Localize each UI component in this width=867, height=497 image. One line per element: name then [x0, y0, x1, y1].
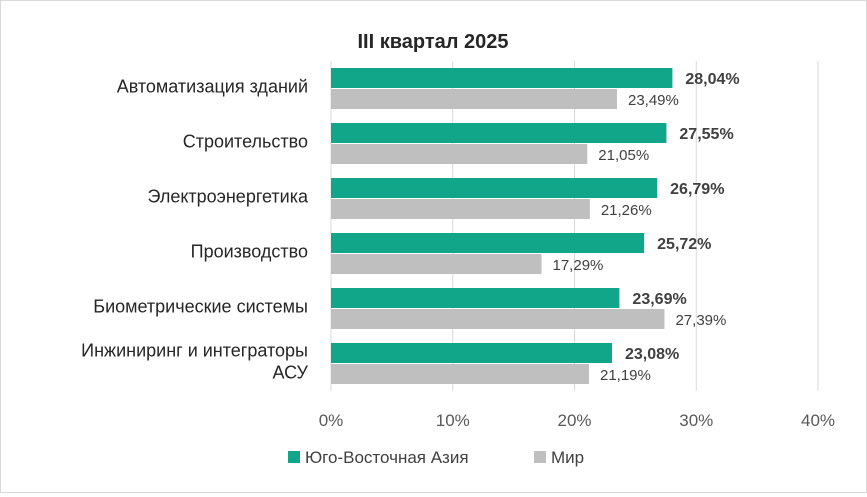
bar-world [331, 309, 665, 329]
data-label-sea: 26,79% [670, 181, 724, 198]
bar-world [331, 199, 590, 219]
x-axis-ticks: 0% 10% 20% 30% 40% [319, 411, 835, 430]
category-label: Биометрические системы [93, 297, 308, 317]
data-label-world: 27,39% [675, 312, 726, 329]
data-label-world: 21,05% [598, 147, 649, 164]
x-tick-label: 20% [557, 411, 591, 430]
category-labels: Автоматизация зданий Строительство Электро… [81, 77, 309, 383]
gridlines [330, 61, 819, 391]
bar-sea [331, 343, 612, 363]
legend-swatch-world [534, 451, 546, 463]
bar-world [331, 254, 542, 274]
data-label-world: 23,49% [628, 92, 679, 109]
x-tick-label: 10% [436, 411, 470, 430]
bar-sea [331, 123, 667, 143]
data-label-world: 21,26% [601, 202, 652, 219]
x-tick-label: 40% [801, 411, 835, 430]
data-label-sea: 23,69% [632, 291, 686, 308]
bars: 28,04% 23,49%27,55% 21,05% 26,79% 21,26% 25,7… [331, 68, 740, 384]
data-label-sea: 27,55% [679, 126, 733, 143]
legend-swatch-sea [288, 451, 300, 463]
bar-sea [331, 288, 620, 308]
category-label: Строительство [183, 132, 308, 152]
legend-label-world: Мир [551, 448, 584, 467]
category-label: Инжиниринг и интеграторы АСУ [81, 341, 308, 383]
bar-world [331, 89, 617, 109]
category-label: Производство [191, 242, 308, 262]
x-tick-label: 0% [319, 411, 344, 430]
x-tick-label: 30% [679, 411, 713, 430]
bar-sea [331, 178, 658, 198]
bar-world [331, 364, 589, 384]
legend-label-sea: Юго-Восточная Азия [305, 448, 469, 467]
data-label-sea: 23,08% [625, 346, 679, 363]
bar-sea [331, 233, 645, 253]
bar-world [331, 144, 588, 164]
bar-sea [331, 68, 673, 88]
category-label: Электроэнергетика [147, 187, 308, 207]
legend: Юго-Восточная Азия Мир [288, 448, 584, 467]
category-label: Автоматизация зданий [117, 77, 308, 97]
chart-title: III квартал 2025 [357, 31, 508, 53]
data-label-world: 17,29% [553, 257, 604, 274]
data-label-sea: 25,72% [657, 236, 711, 253]
data-label-world: 21,19% [600, 367, 651, 384]
data-label-sea: 28,04% [685, 71, 739, 88]
